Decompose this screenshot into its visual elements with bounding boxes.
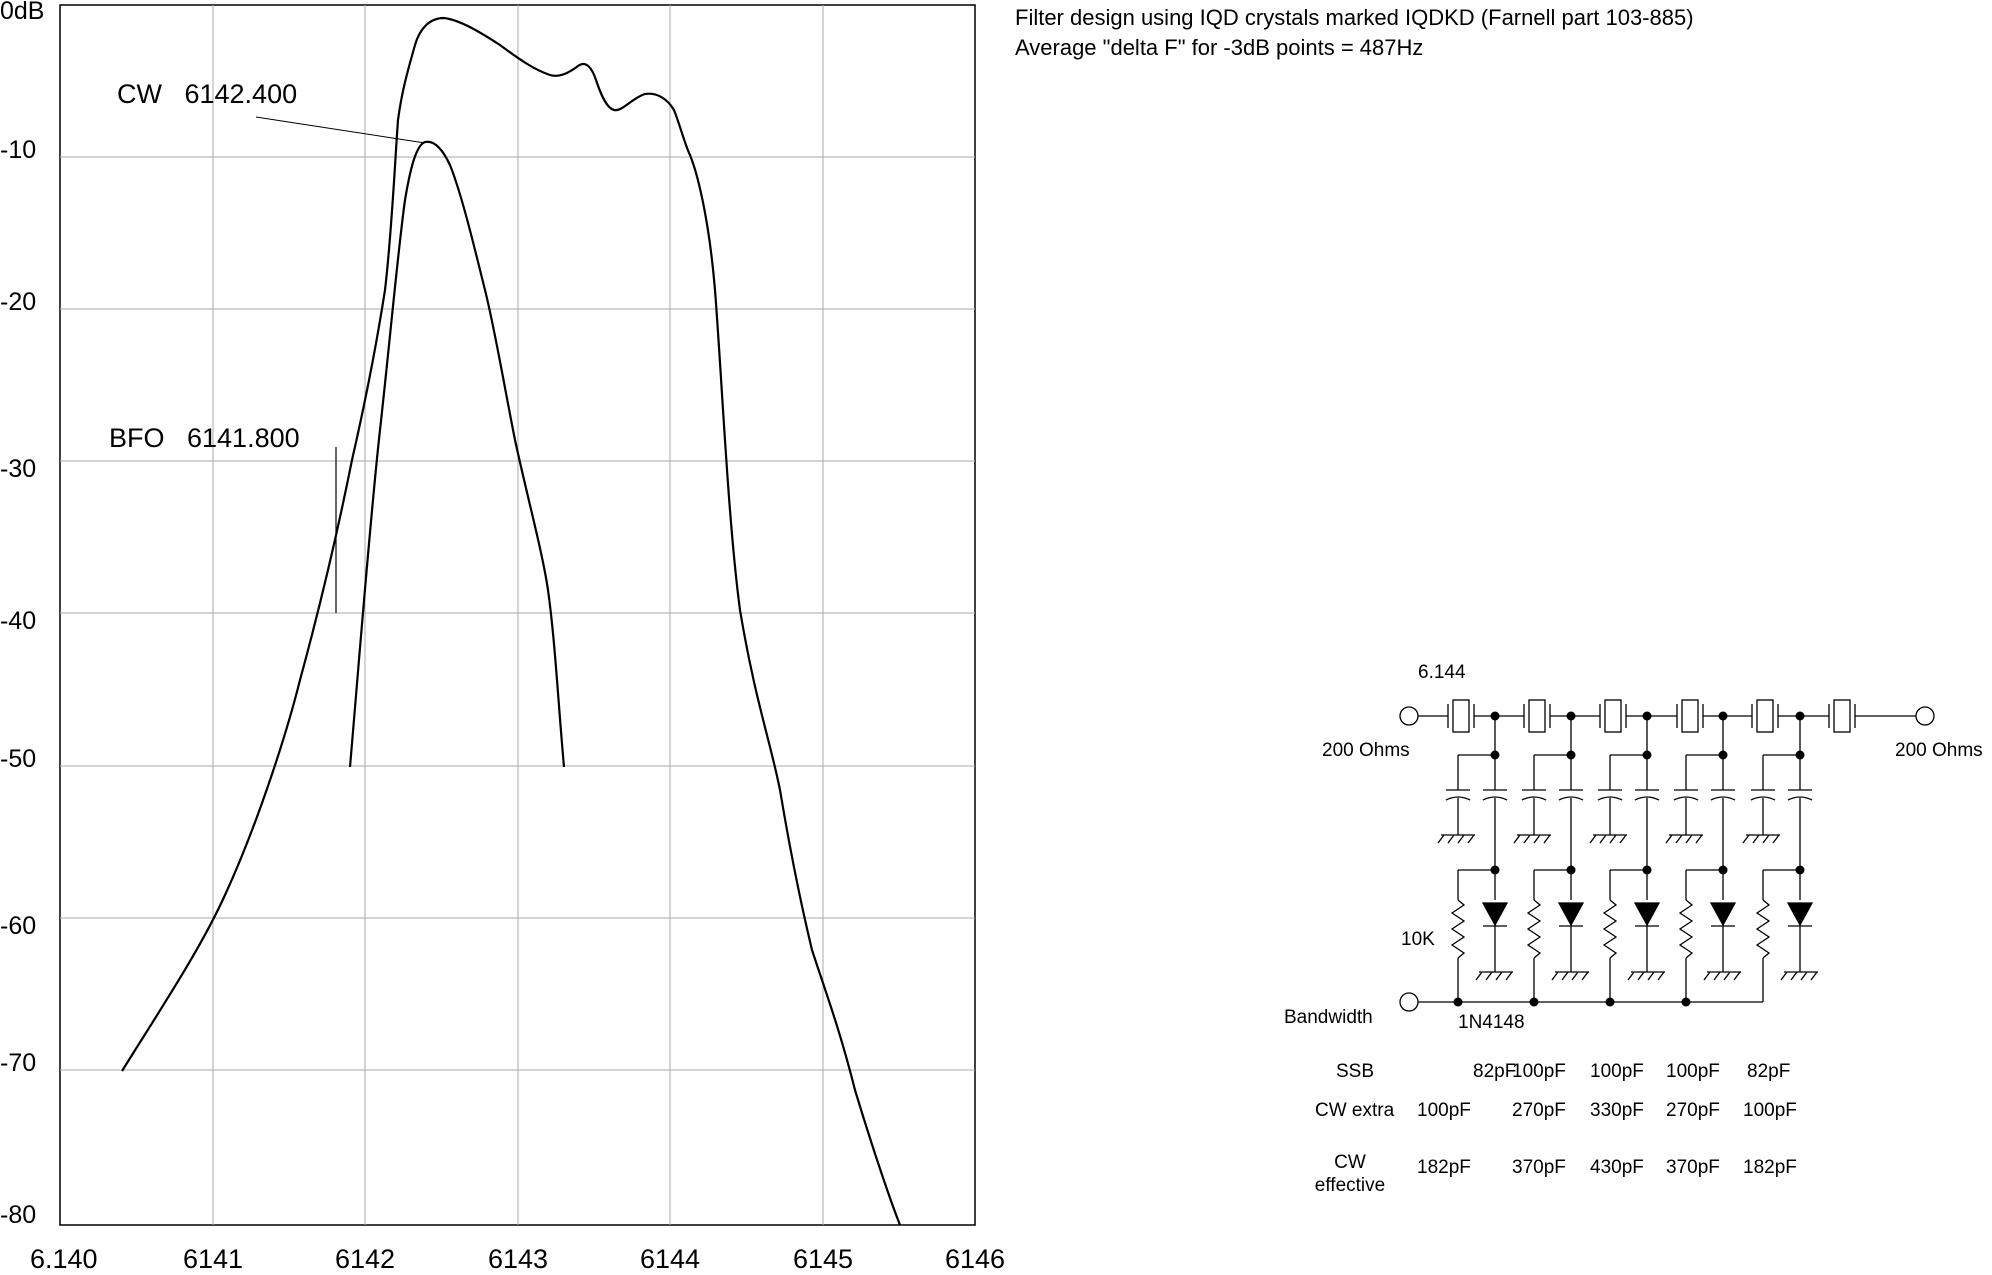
y-tick-label-80: -80 <box>0 1201 37 1229</box>
output-terminal <box>1915 706 1935 726</box>
x-tick-label-6144: 6144 <box>640 1244 701 1274</box>
shunt-section-1 <box>1437 716 1513 1002</box>
table-row-label-cw-effective-2: effective <box>1314 1175 1386 1196</box>
y-tick-label-0: 0dB <box>0 0 45 25</box>
design-note-line1: Filter design using IQD crystals marked … <box>1015 5 1694 30</box>
table-cell: 100pF <box>1512 1061 1566 1082</box>
x-tick-label-6143: 6143 <box>488 1244 549 1274</box>
crystal-4 <box>1676 699 1704 733</box>
input-impedance-label: 200 Ohms <box>1322 740 1410 761</box>
input-terminal <box>1399 706 1419 726</box>
cw-marker-label: CW 6142.400 <box>117 79 298 109</box>
shunt-section-4 <box>1665 716 1741 1002</box>
bandwidth-label: Bandwidth <box>1284 1007 1373 1028</box>
ssb-response-curve <box>121 16 902 1226</box>
table-row-label-ssb: SSB <box>1336 1061 1375 1082</box>
crystal-3 <box>1599 699 1627 733</box>
bandwidth-terminal <box>1399 992 1419 1012</box>
x-tick-label-6140: 6.140 <box>30 1244 98 1274</box>
cw-pointer-line <box>255 116 426 144</box>
bfo-marker-label: BFO 6141.800 <box>109 423 300 453</box>
grid-vertical <box>212 5 824 1225</box>
junction-dots <box>1453 711 1805 1007</box>
shunt-section-3 <box>1589 716 1665 1002</box>
crystal-5 <box>1751 699 1779 733</box>
table-cell: 370pF <box>1666 1157 1720 1178</box>
crystal-6 <box>1828 699 1856 733</box>
x-tick-label-6145: 6145 <box>793 1244 854 1274</box>
table-cell: 100pF <box>1590 1061 1644 1082</box>
x-tick-label-6146: 6146 <box>945 1244 1006 1274</box>
table-cell: 182pF <box>1417 1157 1471 1178</box>
table-cell: 270pF <box>1512 1100 1566 1121</box>
table-cell: 100pF <box>1743 1100 1797 1121</box>
y-tick-label-70: -70 <box>0 1049 37 1077</box>
output-impedance-label: 200 Ohms <box>1895 740 1983 761</box>
table-cell: 182pF <box>1743 1157 1797 1178</box>
y-tick-label-50: -50 <box>0 745 37 773</box>
y-tick-label-40: -40 <box>0 607 37 635</box>
table-cell: 270pF <box>1666 1100 1720 1121</box>
x-tick-label-6141: 6141 <box>183 1244 244 1274</box>
crystal-2 <box>1523 699 1551 733</box>
design-note-line2: Average "delta F" for -3dB points = 487H… <box>1015 35 1424 60</box>
y-tick-label-30: -30 <box>0 455 37 483</box>
shunt-section-5 <box>1742 716 1818 984</box>
y-tick-label-60: -60 <box>0 912 37 940</box>
crystal-1 <box>1447 699 1475 733</box>
x-tick-label-6142: 6142 <box>335 1244 396 1274</box>
shunt-section-2 <box>1513 716 1589 1002</box>
cw-response-curve <box>348 140 566 768</box>
table-row-label-cw-effective-1: CW <box>1334 1152 1366 1173</box>
table-cell: 100pF <box>1666 1061 1720 1082</box>
table-cell: 82pF <box>1473 1061 1517 1082</box>
y-tick-label-20: -20 <box>0 288 37 316</box>
table-cell: 100pF <box>1417 1100 1471 1121</box>
table-cell: 370pF <box>1512 1157 1566 1178</box>
table-cell: 330pF <box>1590 1100 1644 1121</box>
y-tick-label-10: -10 <box>0 136 37 164</box>
table-cell: 430pF <box>1590 1157 1644 1178</box>
crystal-frequency-label: 6.144 <box>1418 662 1466 683</box>
diode-type-label: 1N4148 <box>1458 1012 1525 1033</box>
table-cell: 82pF <box>1747 1061 1791 1082</box>
table-row-label-cw-extra: CW extra <box>1315 1100 1395 1121</box>
resistor-value-label: 10K <box>1401 929 1435 950</box>
